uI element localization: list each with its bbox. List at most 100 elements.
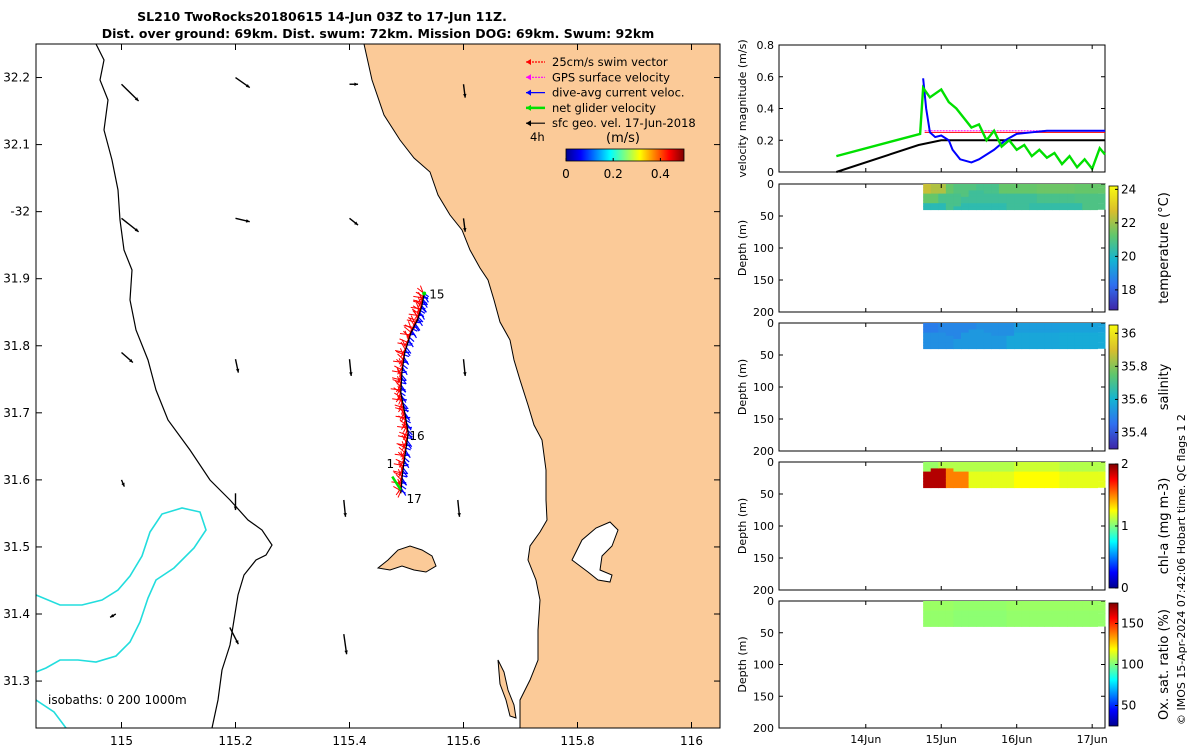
heat-cell: [991, 342, 1000, 346]
current-vector: [405, 419, 411, 424]
swim-vector: [399, 338, 409, 343]
heat-cell: [945, 196, 954, 201]
heat-cell: [1044, 604, 1053, 608]
heat-cell: [1036, 484, 1045, 489]
heat-cell: [953, 465, 962, 469]
heat-cell: [998, 200, 1007, 204]
heat-cell: [1051, 203, 1061, 207]
map-x-tick-label: 115.8: [560, 734, 594, 748]
heat-cell: [961, 481, 970, 485]
current-vector: [401, 374, 407, 382]
heat-cell: [1074, 329, 1083, 334]
heat-cell: [991, 465, 1000, 469]
heat-cell: [930, 206, 939, 211]
heat-cell: [1082, 601, 1091, 605]
heat-cell: [998, 478, 1007, 482]
heat-cell: [998, 471, 1007, 476]
heat-cell: [976, 329, 985, 334]
heat-cell: [938, 607, 947, 612]
heat-cell: [961, 607, 970, 612]
heat-cell: [938, 613, 947, 618]
heat-cell: [1082, 190, 1091, 195]
heat-cell: [998, 465, 1007, 469]
heat-cell: [1097, 323, 1106, 327]
heat-cell: [1044, 206, 1053, 211]
heat-cell: [961, 190, 970, 195]
heat-cell: [1044, 184, 1053, 188]
heat-cell: [1074, 481, 1083, 485]
heat-cell: [961, 468, 970, 473]
y-axis-label: Depth (m): [736, 636, 749, 692]
heat-cell: [938, 471, 947, 476]
heat-cell: [1014, 607, 1023, 612]
geo-vector-head: [354, 221, 359, 226]
heat-cell: [991, 326, 1000, 330]
heat-cell: [983, 623, 992, 627]
heat-cell: [930, 468, 939, 473]
y-tick-label: 0.4: [757, 103, 775, 116]
heat-cell: [1067, 478, 1076, 482]
heat-cell: [923, 474, 932, 479]
heat-cell: [1014, 323, 1023, 327]
heat-cell: [1036, 468, 1045, 473]
heat-cell: [1021, 184, 1030, 188]
heat-cell: [1097, 193, 1106, 197]
heat-cell: [983, 190, 992, 195]
heat-cell: [968, 206, 977, 211]
heat-cell: [1051, 620, 1061, 624]
heat-cell: [953, 326, 962, 330]
cb-tick-label: 22: [1121, 216, 1136, 230]
heat-cell: [1067, 345, 1076, 350]
cb-tick-label: 1: [1121, 519, 1129, 533]
heat-cell: [1089, 484, 1098, 489]
heat-cell: [976, 478, 985, 482]
heat-cell: [991, 613, 1000, 618]
heat-cell: [1044, 200, 1053, 204]
time-tick-label: 17Jun: [1077, 733, 1108, 746]
heat-cell: [945, 610, 954, 615]
cb-label: Ox. sat. ratio (%): [1157, 609, 1172, 720]
heat-cell: [1067, 203, 1076, 207]
heat-cell: [1021, 465, 1030, 469]
heat-cell: [1089, 601, 1098, 605]
heat-cell: [1029, 462, 1038, 466]
heat-cell: [930, 190, 939, 195]
heat-cell: [1021, 339, 1030, 343]
side-credit: © IMOS 15-Apr-2024 07:42:06 Hobart time.…: [1175, 414, 1188, 725]
y-axis-label: velocity magnitude (m/s): [736, 39, 749, 177]
heat-cell: [938, 342, 947, 346]
current-vector: [400, 392, 406, 397]
heat-cell: [1014, 620, 1023, 624]
heat-cell: [1074, 332, 1083, 337]
heat-cell: [953, 471, 962, 476]
heat-cell: [1006, 610, 1015, 615]
heat-cell: [1051, 335, 1061, 340]
heat-cell: [1006, 484, 1015, 489]
heat-cell: [938, 335, 947, 340]
cb-tick-label: 35.8: [1121, 359, 1148, 373]
map-colorbar: [565, 148, 685, 162]
heat-cell: [1029, 193, 1038, 198]
heat-cell: [998, 193, 1007, 198]
heat-cell: [991, 335, 1000, 340]
heat-cell: [953, 610, 962, 615]
heat-cell: [1036, 345, 1045, 350]
heat-cell: [923, 471, 932, 476]
heat-cell: [1089, 184, 1098, 188]
heat-cell: [1074, 613, 1083, 618]
y-tick-label: 0: [767, 317, 774, 330]
y-tick-label: 100: [753, 520, 774, 533]
heat-cell: [961, 462, 970, 466]
heat-cell: [1006, 613, 1015, 618]
heat-cell: [953, 484, 962, 489]
heat-cell: [961, 620, 970, 624]
heat-cell: [991, 471, 1000, 476]
heat-cell: [945, 462, 954, 466]
heat-cell: [1006, 465, 1015, 469]
heat-cell: [1051, 607, 1061, 612]
heat-cell: [968, 601, 977, 605]
heat-cell: [1082, 339, 1091, 343]
swim-vector: [394, 392, 403, 399]
heat-cell: [1051, 474, 1061, 479]
heat-cell: [1074, 196, 1083, 201]
